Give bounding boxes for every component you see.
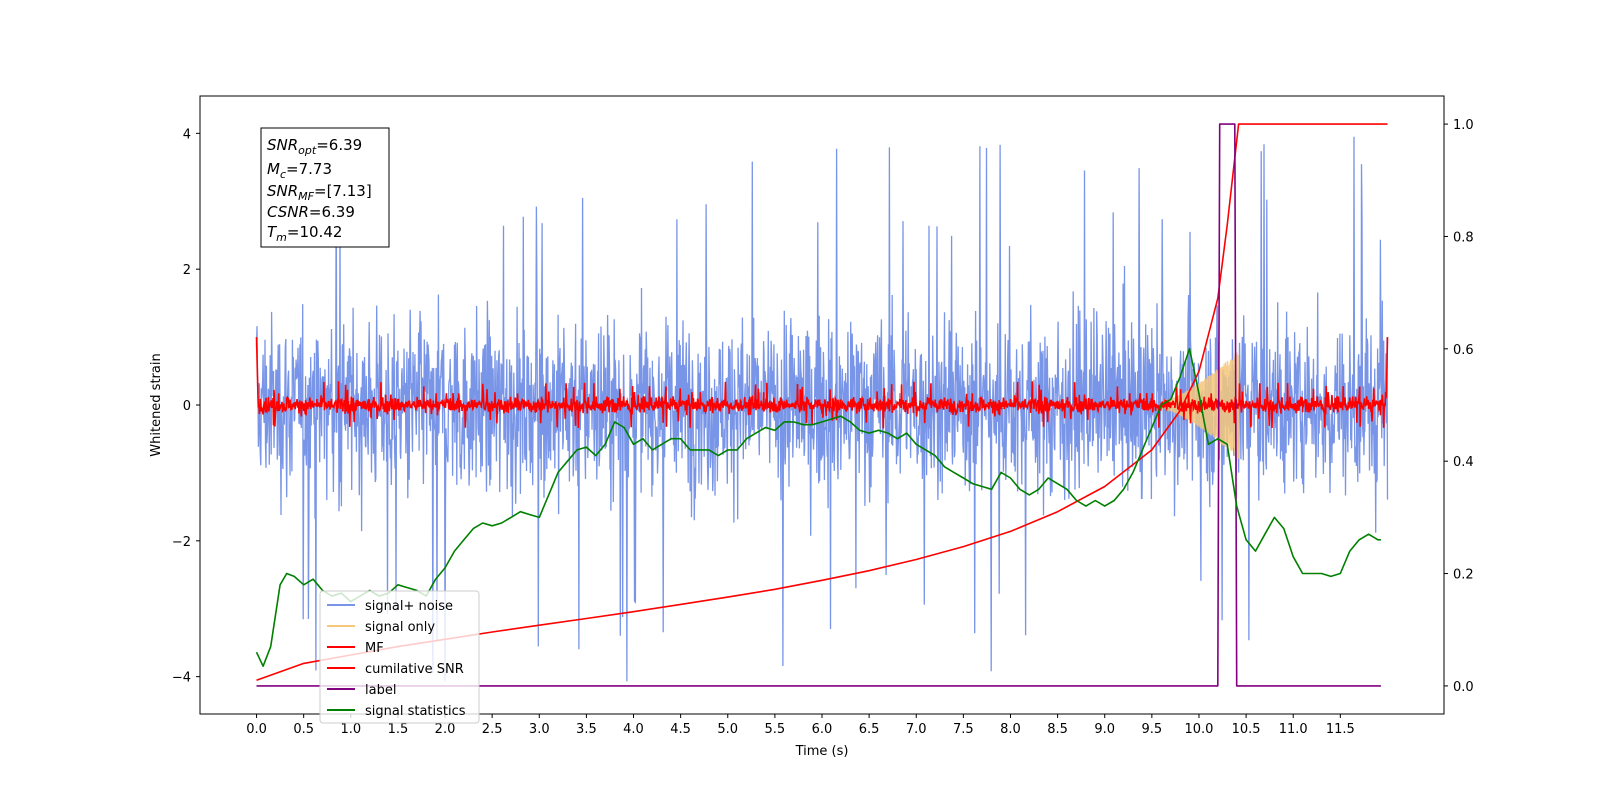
y2-tick-label: 0.4 (1453, 455, 1474, 470)
x-tick-label: 0.0 (246, 722, 267, 737)
y-tick-label: 4 (183, 127, 191, 142)
info-box: SNRopt=6.39 Mc=7.73 SNRMF=[7.13] CSNR=6.… (260, 127, 390, 248)
x-tick-label: 2.5 (482, 722, 503, 737)
x-tick-label: 11.0 (1279, 722, 1308, 737)
info-tm-symbol: T (267, 223, 278, 241)
legend: signal+ noise signal only MF cumilative SNR… (319, 590, 480, 724)
x-tick-label: 7.0 (906, 722, 927, 737)
y-axis-label: Whitened strain (149, 353, 164, 456)
info-snr-opt-symbol: SNR (267, 136, 298, 154)
x-tick-label: 9.0 (1094, 722, 1115, 737)
y-axis-right: 1.0 0.8 0.6 0.4 0.2 0.0 (1444, 118, 1474, 695)
x-tick-label: 6.0 (812, 722, 833, 737)
legend-label: signal only (365, 620, 435, 635)
y-tick-label: −4 (172, 671, 191, 686)
info-tm-subscript: m (276, 231, 287, 244)
series-label (256, 123, 1381, 687)
x-tick-label: 2.0 (435, 722, 456, 737)
info-snr-mf: SNRMF=[7.13] (267, 182, 372, 203)
y2-tick-label: 0.6 (1453, 343, 1474, 358)
info-csnr-value: =6.39 (309, 203, 355, 221)
info-mc-symbol: M (267, 160, 280, 178)
y-tick-label: 0 (183, 399, 191, 414)
series-mf (255, 337, 1389, 429)
info-csnr-symbol: CSNR (267, 203, 309, 221)
y2-tick-label: 0.2 (1453, 568, 1474, 583)
x-tick-label: 1.0 (340, 722, 361, 737)
x-tick-label: 10.5 (1232, 722, 1261, 737)
x-axis: 0.0 0.5 1.0 1.5 2.0 2.5 3.0 3.5 4.0 4.5 5.0 5.5 6.0 6… (246, 714, 1355, 737)
info-tm-value: =10.42 (287, 223, 343, 241)
legend-frame (319, 590, 480, 724)
x-tick-label: 7.5 (953, 722, 974, 737)
y2-tick-label: 1.0 (1453, 118, 1474, 133)
legend-label: cumilative SNR (365, 662, 464, 677)
info-tm: Tm=10.42 (267, 223, 342, 244)
x-tick-label: 6.5 (859, 722, 880, 737)
x-tick-label: 8.0 (1000, 722, 1021, 737)
x-tick-label: 11.5 (1326, 722, 1355, 737)
info-snr-mf-value: =[7.13] (314, 182, 372, 200)
info-mc-value: =7.73 (286, 160, 332, 178)
x-tick-label: 3.5 (576, 722, 597, 737)
x-tick-label: 9.5 (1142, 722, 1163, 737)
y2-tick-label: 0.8 (1453, 230, 1474, 245)
legend-label: signal statistics (365, 704, 466, 719)
info-snr-mf-subscript: MF (298, 190, 314, 203)
x-tick-label: 1.5 (388, 722, 409, 737)
info-csnr: CSNR=6.39 (267, 203, 355, 221)
legend-label: label (365, 683, 396, 698)
info-mc-subscript: c (280, 168, 286, 181)
info-snr-opt-value: =6.39 (316, 136, 362, 154)
x-tick-label: 8.5 (1047, 722, 1068, 737)
y-tick-label: −2 (172, 535, 191, 550)
info-snr-opt-subscript: opt (298, 144, 317, 157)
x-tick-label: 3.0 (529, 722, 550, 737)
y-tick-label: 2 (183, 263, 191, 278)
legend-label: signal+ noise (365, 599, 453, 614)
x-tick-label: 10.0 (1184, 722, 1213, 737)
info-mc: Mc=7.73 (267, 160, 332, 181)
x-tick-label: 4.5 (670, 722, 691, 737)
x-tick-label: 5.0 (717, 722, 738, 737)
series-signal-statistics (255, 348, 1381, 667)
info-box-frame (260, 127, 390, 248)
info-snr-opt: SNRopt=6.39 (267, 136, 362, 157)
legend-label: MF (365, 641, 384, 656)
x-tick-label: 0.5 (293, 722, 314, 737)
info-snr-mf-symbol: SNR (267, 182, 298, 200)
x-axis-label: Time (s) (795, 744, 849, 759)
x-tick-label: 4.0 (623, 722, 644, 737)
y2-tick-label: 0.0 (1453, 680, 1474, 695)
y-axis-left: 4 2 0 −2 −4 (172, 127, 200, 686)
x-tick-label: 5.5 (765, 722, 786, 737)
